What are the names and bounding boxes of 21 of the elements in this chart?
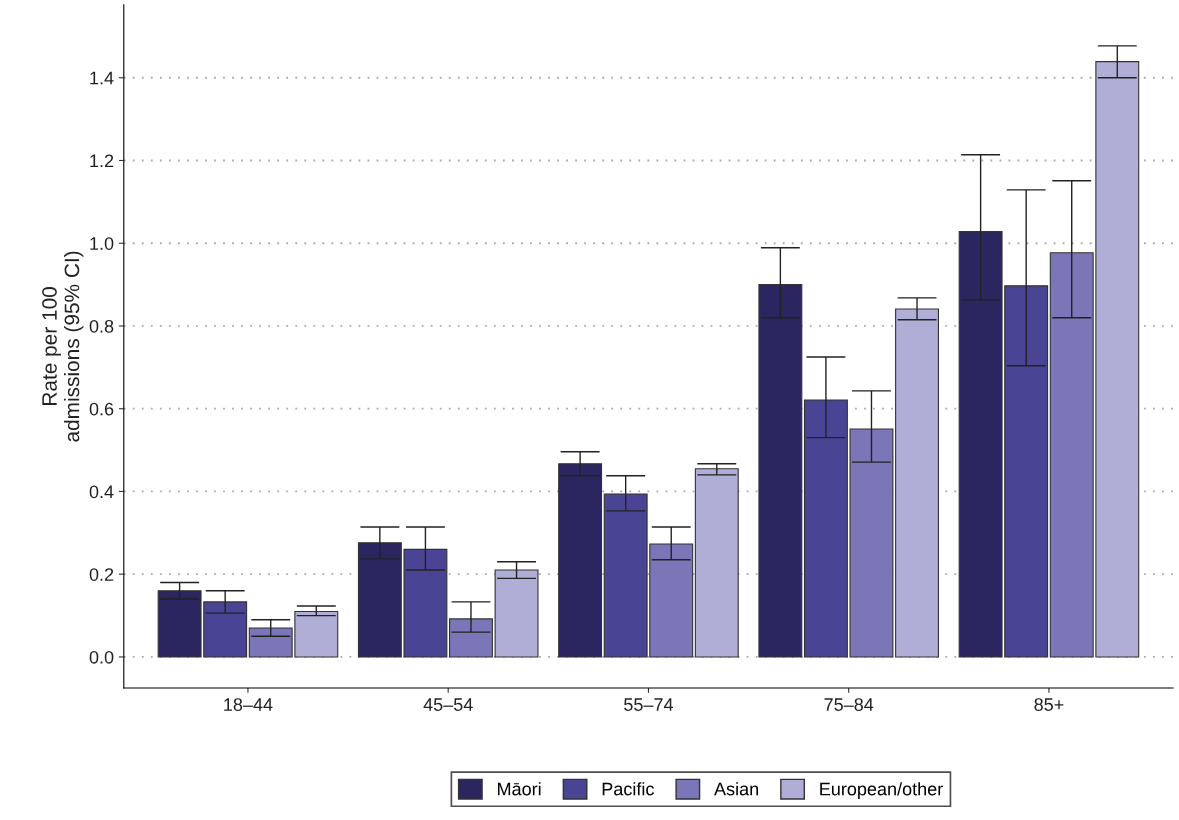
- x-tick-label: 45–54: [423, 698, 473, 711]
- x-tick-label: 55–74: [624, 698, 674, 711]
- y-tick-label: 1.2: [90, 154, 114, 168]
- bar: [758, 284, 803, 658]
- legend-label: Pacific: [602, 782, 654, 796]
- y-tick-label: 0.2: [89, 568, 114, 581]
- y-tick-label: 0.4: [89, 485, 114, 499]
- x-tick-label: 18–44: [224, 698, 273, 711]
- y-tick-label: 1.4: [90, 71, 114, 85]
- y-tick-label: 0.8: [89, 319, 114, 333]
- x-tick-label: 85+: [1034, 698, 1064, 711]
- y-tick-label: 1.0: [90, 237, 114, 250]
- y-tick-label: 0.0: [89, 650, 114, 664]
- y-axis-title: Rate per 100 admissions (95% CI): [42, 251, 84, 442]
- x-tick-label: 75–84: [824, 698, 874, 711]
- legend-label: Asian: [714, 782, 759, 796]
- y-tick-label: 0.6: [89, 402, 114, 416]
- bar: [694, 468, 739, 658]
- legend-label: Māori: [498, 782, 541, 796]
- bar: [558, 463, 603, 658]
- legend-label: European/other: [820, 782, 943, 799]
